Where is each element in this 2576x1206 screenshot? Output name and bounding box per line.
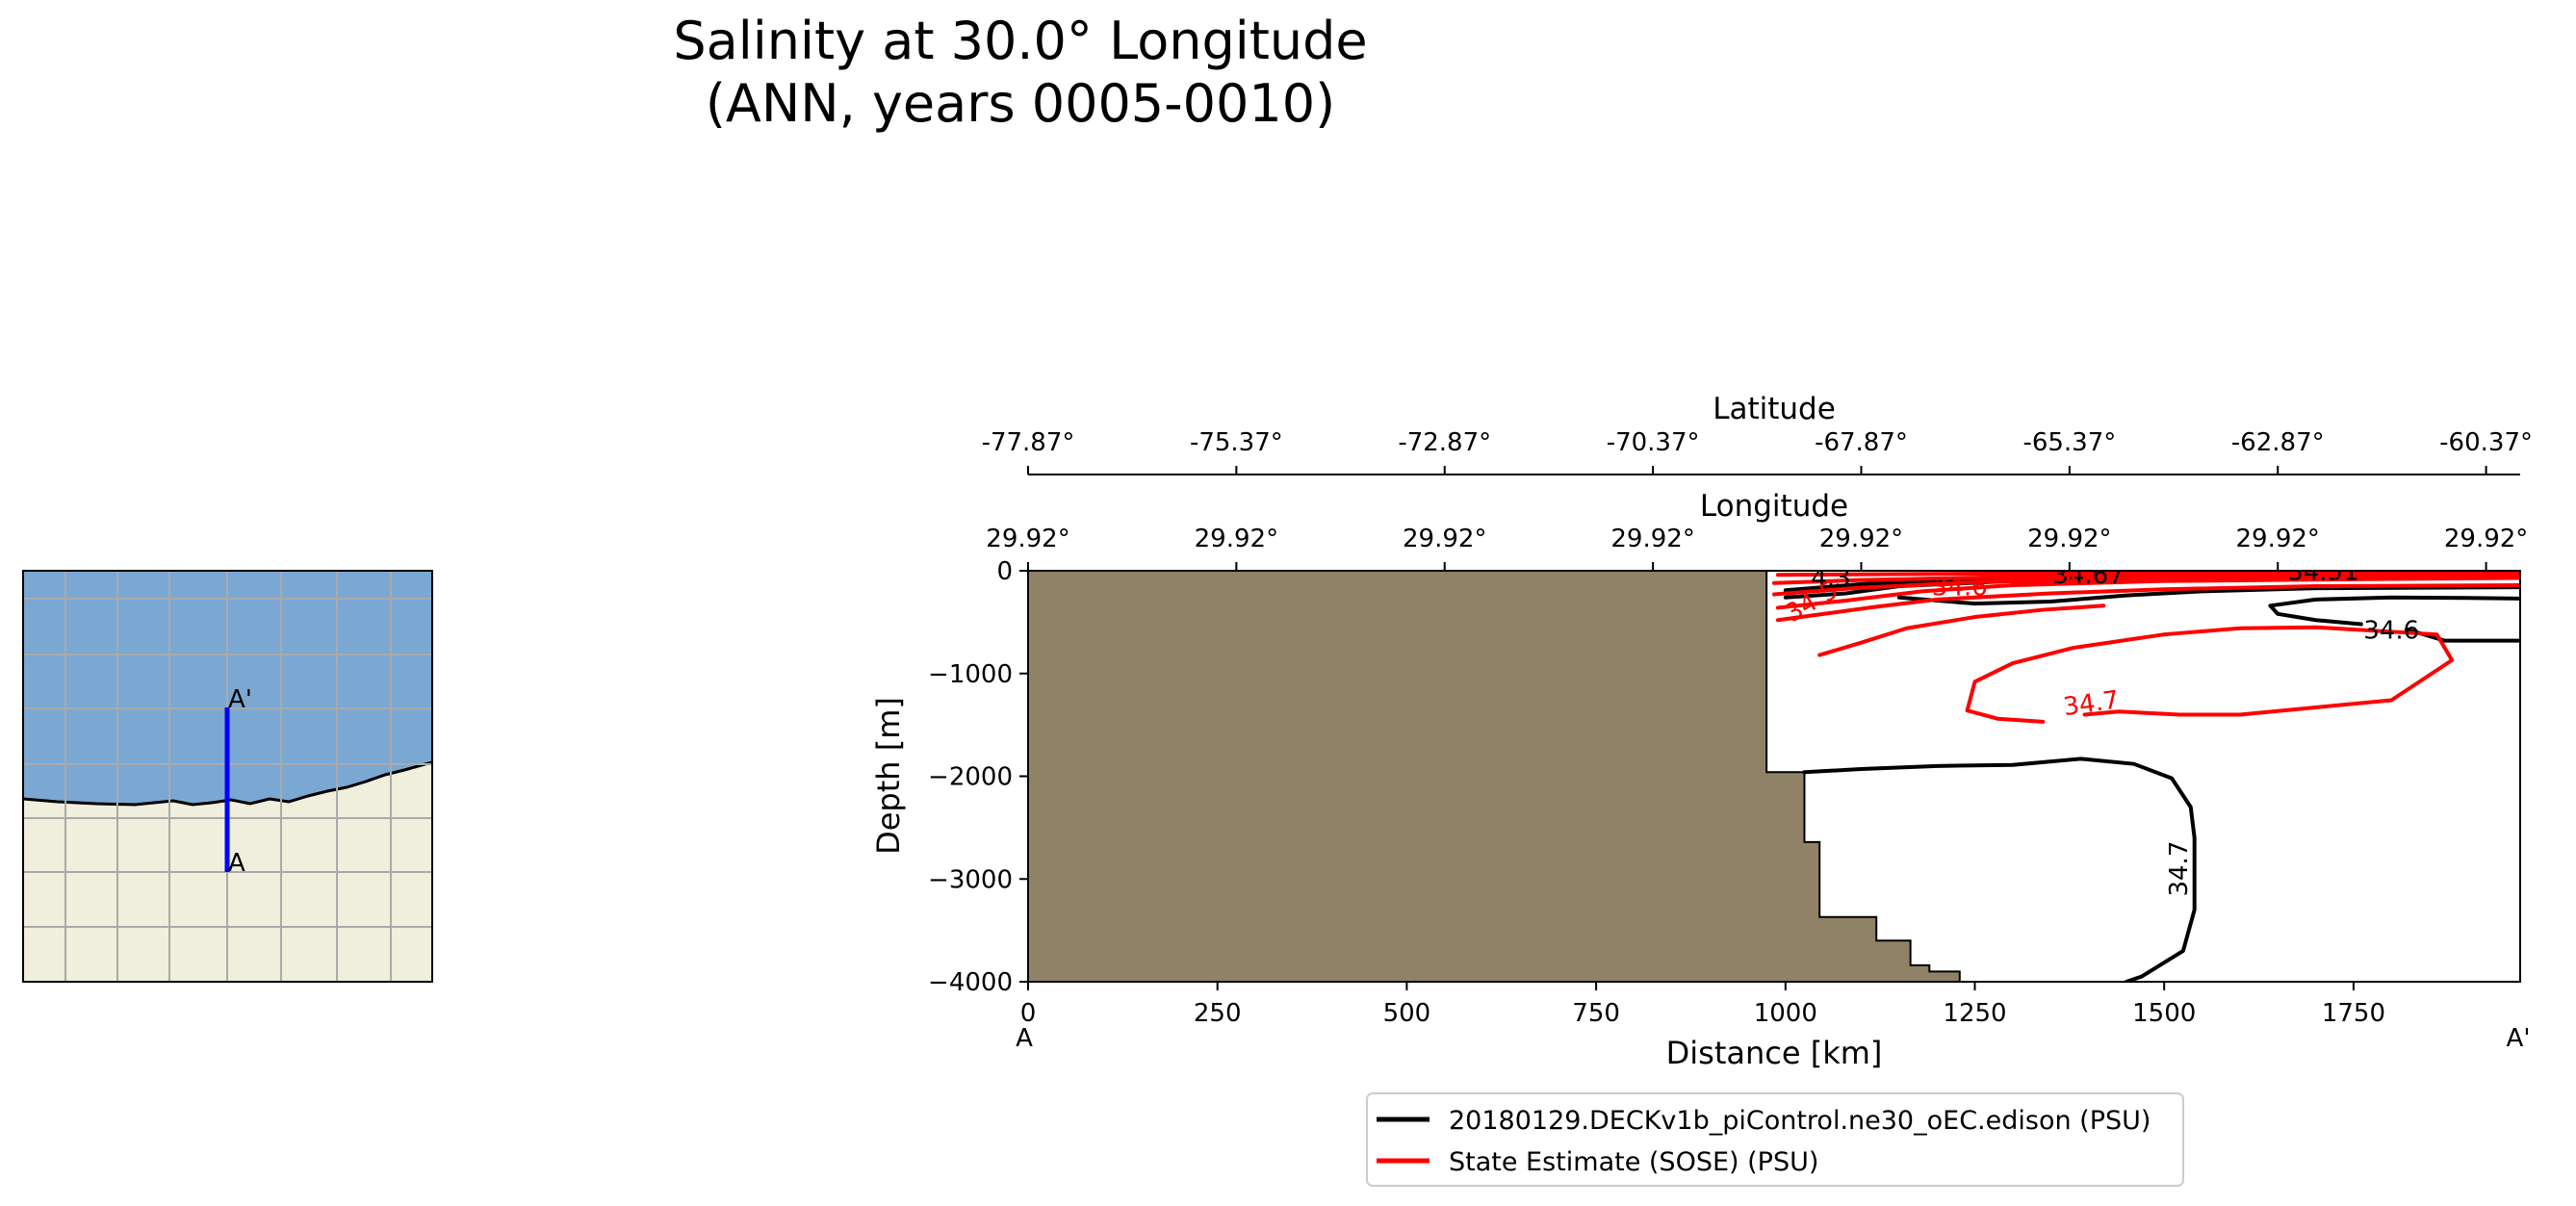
contour-label-2: 4.3 bbox=[1811, 564, 1850, 593]
contour-label-1: 34.7 bbox=[2165, 841, 2194, 897]
x-tick-label-4: 1000 bbox=[1754, 999, 1817, 1028]
longitude-tick-label-1: 29.92° bbox=[1195, 525, 1278, 553]
longitude-tick-label-7: 29.92° bbox=[2444, 525, 2528, 553]
inset-map: A' A bbox=[22, 570, 433, 983]
y-tick-label-2: −2000 bbox=[928, 763, 1013, 792]
bathymetry-land bbox=[1028, 571, 1961, 982]
y-tick-label-3: −3000 bbox=[928, 865, 1013, 894]
legend-label-sose: State Estimate (SOSE) (PSU) bbox=[1449, 1147, 1818, 1177]
contour-label-6: 34.6 bbox=[1932, 574, 1988, 603]
contour-line-sose-8 bbox=[2010, 572, 2520, 584]
map-frame bbox=[22, 570, 433, 983]
x-tick-label-1: 250 bbox=[1194, 999, 1242, 1028]
contour-line-sose-3 bbox=[1775, 576, 2520, 610]
longitude-tick-label-4: 29.92° bbox=[1819, 525, 1903, 553]
latitude-tick-label-0: -77.87° bbox=[982, 428, 1075, 457]
y-tick-label-1: −1000 bbox=[928, 660, 1013, 689]
latitude-tick-label-6: -62.87° bbox=[2231, 428, 2325, 457]
legend-frame bbox=[1366, 1092, 2184, 1187]
longitude-tick-label-0: 29.92° bbox=[986, 525, 1069, 553]
section-start-label: A bbox=[1016, 1024, 1033, 1053]
x-axis-label: Distance [km] bbox=[1666, 1035, 1883, 1071]
x-tick-label-2: 500 bbox=[1383, 999, 1431, 1028]
longitude-axis: Longitude 29.92° 29.92° 29.92° 29.92° 29.92°… bbox=[986, 489, 2528, 571]
contour-line-sose-0 bbox=[1965, 625, 2455, 724]
contour-line-model-0 bbox=[2268, 595, 2520, 627]
map-end-label: A' bbox=[228, 685, 252, 714]
map-start-label: A bbox=[228, 849, 245, 878]
latitude-tick-label-1: -75.37° bbox=[1190, 428, 1283, 457]
contour-line-model-2 bbox=[1802, 757, 2197, 982]
longitude-axis-label: Longitude bbox=[1700, 489, 1848, 524]
latitude-axis: Latitude -77.87° -75.37° -72.87° -70.37° -67… bbox=[982, 392, 2533, 475]
chart-title-line-1: Salinity at 30.0° Longitude bbox=[673, 11, 1367, 71]
x-tick-label-6: 1500 bbox=[2132, 999, 2196, 1028]
contour-label-8: 34.4 bbox=[2022, 559, 2078, 588]
contour-line-sose-1 bbox=[1817, 603, 2106, 657]
contour-label-3: 34.67 bbox=[2052, 561, 2124, 590]
chart-title-line-2: (ANN, years 0005-0010) bbox=[706, 73, 1335, 134]
contour-line-model-5 bbox=[1896, 585, 2520, 606]
x-tick-label-0: 0 bbox=[1020, 999, 1037, 1028]
map-coastline bbox=[23, 760, 432, 807]
contour-line-sose-7 bbox=[1912, 572, 2167, 587]
contour-label-4: 34.51 bbox=[2287, 558, 2358, 587]
legend: 20180129.DECKv1b_piControl.ne30_oEC.edis… bbox=[1366, 1092, 2184, 1187]
y-axis-label: Depth [m] bbox=[870, 697, 907, 855]
latitude-axis-label: Latitude bbox=[1713, 392, 1836, 426]
x-tick-label-7: 1750 bbox=[2322, 999, 2385, 1028]
longitude-tick-label-6: 29.92° bbox=[2236, 525, 2320, 553]
contour-line-sose-6 bbox=[1775, 571, 2520, 577]
contour-label-0: 34.6 bbox=[2363, 616, 2419, 645]
latitude-tick-label-3: -70.37° bbox=[1607, 428, 1700, 457]
latitude-tick-label-5: -65.37° bbox=[2022, 428, 2116, 457]
longitude-tick-label-2: 29.92° bbox=[1403, 525, 1486, 553]
x-tick-label-3: 750 bbox=[1572, 999, 1620, 1028]
section-end-label: A' bbox=[2507, 1024, 2531, 1053]
x-tick-label-5: 1250 bbox=[1943, 999, 2006, 1028]
longitude-tick-label-5: 29.92° bbox=[2027, 525, 2111, 553]
latitude-tick-label-2: -72.87° bbox=[1398, 428, 1491, 457]
latitude-tick-label-7: -60.37° bbox=[2439, 428, 2533, 457]
y-tick-label-0: 0 bbox=[996, 557, 1013, 586]
contour-line-sose-2 bbox=[1775, 582, 2520, 623]
latitude-tick-label-4: -67.87° bbox=[1815, 428, 1908, 457]
y-tick-label-4: −4000 bbox=[928, 968, 1013, 997]
longitude-tick-label-3: 29.92° bbox=[1610, 525, 1694, 553]
legend-label-model: 20180129.DECKv1b_piControl.ne30_oEC.edis… bbox=[1449, 1106, 2151, 1136]
